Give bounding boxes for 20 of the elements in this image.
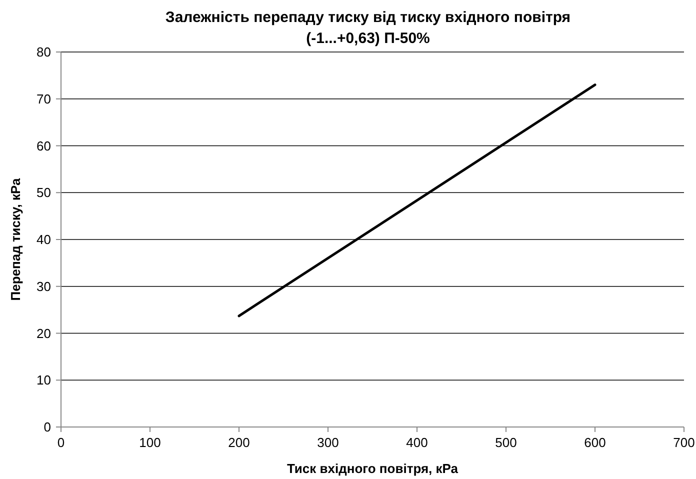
y-tick-label: 20 xyxy=(36,326,51,341)
y-tick-label: 60 xyxy=(36,138,51,154)
chart-title: Залежність перепаду тиску від тиску вхідного повітря (-1...+0,63) П-50% xyxy=(165,9,571,47)
x-tick-label: 0 xyxy=(57,435,65,450)
x-tick-label: 200 xyxy=(228,435,250,450)
x-tick-label: 300 xyxy=(317,435,339,450)
x-tick-label: 400 xyxy=(406,435,428,450)
y-tick-label: 80 xyxy=(36,44,51,60)
x-tick-label: 500 xyxy=(495,435,517,450)
y-tick-label: 10 xyxy=(36,372,51,388)
y-tick-label: 40 xyxy=(36,232,51,247)
y-tick-label: 0 xyxy=(44,420,51,434)
x-tick-label: 100 xyxy=(139,435,161,450)
x-tick-label: 600 xyxy=(584,435,606,450)
x-axis-title: Тиск вхідного повітря, кРа xyxy=(286,461,459,476)
y-tick-label: 50 xyxy=(36,185,51,200)
x-tick-label: 700 xyxy=(673,435,695,450)
y-axis-title: Перепад тиску, кРа xyxy=(8,177,23,301)
y-tick-label: 30 xyxy=(36,278,51,294)
y-tick-label: 70 xyxy=(36,91,51,106)
